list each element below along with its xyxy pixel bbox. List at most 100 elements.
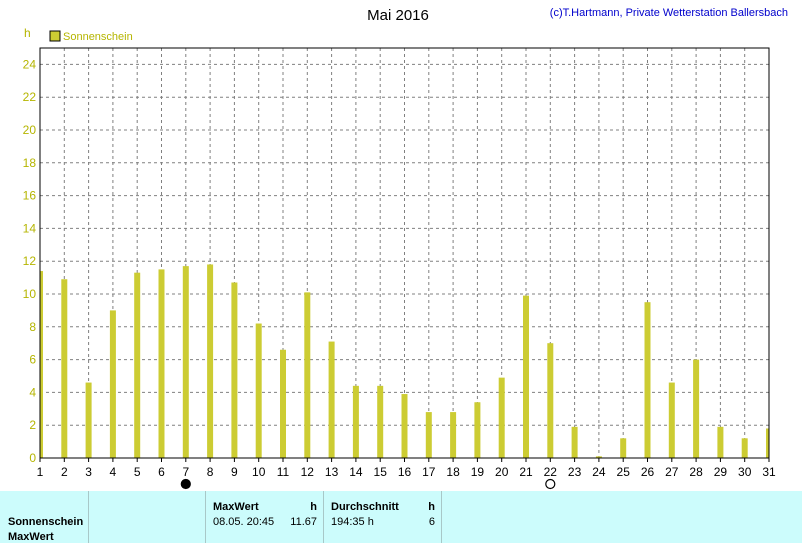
y-tick-label: 22 — [23, 90, 37, 104]
full-moon-icon — [545, 478, 556, 490]
x-tick-label: 22 — [544, 465, 558, 479]
y-tick-label: 14 — [23, 221, 37, 235]
bar-day-28 — [693, 359, 700, 458]
bar-day-26 — [644, 302, 651, 458]
total-hours: 194:35 h — [331, 516, 374, 528]
bar-day-15 — [377, 385, 384, 458]
x-tick-label: 11 — [277, 465, 290, 479]
x-tick-label: 24 — [592, 465, 606, 479]
x-tick-label: 26 — [641, 465, 655, 479]
row-label-sunshine: Sonnenschein — [8, 516, 84, 528]
row-label-maxwert: MaxWert — [8, 531, 54, 543]
x-tick-label: 23 — [568, 465, 582, 479]
bar-day-20 — [498, 377, 505, 458]
bar-day-25 — [620, 438, 627, 458]
bar-day-1 — [40, 271, 43, 458]
y-tick-label: 12 — [23, 254, 37, 268]
x-tick-label: 4 — [110, 465, 117, 479]
bar-day-16 — [401, 394, 408, 458]
x-tick-label: 8 — [207, 465, 214, 479]
x-tick-label: 31 — [762, 465, 776, 479]
average-unit: h — [428, 501, 435, 513]
max-header: MaxWert — [213, 501, 259, 513]
x-tick-label: 21 — [519, 465, 533, 479]
x-tick-label: 29 — [714, 465, 728, 479]
bar-day-18 — [450, 412, 457, 458]
summary-spacer-column — [89, 491, 206, 543]
summary-table: Sonnenschein MaxWert MaxWert h 08.05. 20… — [0, 491, 802, 543]
max-datetime: 08.05. 20:45 — [213, 516, 275, 528]
y-axis-unit: h — [24, 26, 31, 40]
bar-day-9 — [231, 282, 238, 458]
chart-title: Mai 2016 — [367, 7, 429, 24]
bars-group — [40, 264, 769, 458]
grid-lines — [40, 48, 769, 458]
bar-day-2 — [61, 279, 68, 458]
x-tick-label: 6 — [158, 465, 165, 479]
bar-day-3 — [85, 382, 92, 458]
bar-day-23 — [571, 426, 578, 458]
y-tick-label: 24 — [23, 57, 37, 71]
moon-phase-markers — [180, 478, 556, 490]
x-tick-label: 2 — [61, 465, 68, 479]
bar-day-17 — [425, 412, 432, 458]
summary-average-column: Durchschnitt h 194:35 h 6 — [324, 491, 442, 543]
sunshine-chart: Mai 2016 (c)T.Hartmann, Private Wetterst… — [23, 7, 788, 490]
copyright-text: (c)T.Hartmann, Private Wetterstation Bal… — [550, 7, 788, 19]
bar-day-27 — [668, 382, 675, 458]
bar-day-29 — [717, 426, 724, 458]
x-tick-label: 18 — [446, 465, 460, 479]
x-tick-label: 12 — [301, 465, 315, 479]
x-tick-label: 1 — [37, 465, 44, 479]
y-tick-label: 4 — [29, 385, 36, 399]
average-value: 6 — [428, 516, 435, 528]
y-tick-label: 18 — [23, 156, 37, 170]
x-tick-label: 19 — [471, 465, 485, 479]
average-header: Durchschnitt — [331, 501, 399, 513]
x-tick-label: 7 — [182, 465, 189, 479]
bar-day-6 — [158, 269, 165, 458]
x-tick-label: 20 — [495, 465, 509, 479]
x-tick-label: 17 — [422, 465, 436, 479]
y-tick-label: 20 — [23, 123, 37, 137]
y-tick-label: 6 — [29, 353, 36, 367]
new-moon-icon — [180, 478, 191, 490]
bar-day-8 — [207, 264, 214, 458]
summary-max-column: MaxWert h 08.05. 20:45 11.67 — [206, 491, 324, 543]
bar-day-30 — [741, 438, 748, 458]
bar-day-19 — [474, 402, 481, 458]
y-tick-label: 10 — [23, 287, 37, 301]
max-unit: h — [310, 501, 317, 513]
bar-day-4 — [109, 310, 116, 458]
x-tick-label: 5 — [134, 465, 141, 479]
max-value: 11.67 — [290, 516, 317, 528]
legend-label: Sonnenschein — [63, 31, 133, 43]
bar-day-11 — [280, 349, 286, 458]
y-tick-label: 2 — [29, 418, 36, 432]
x-tick-labels: 1 2 3 4 5 6 7 8 9 10 11 12 13 14 15 16 17 18 19 20 21 22 23 24 2… — [37, 458, 776, 479]
plot-frame — [39, 47, 770, 459]
x-tick-label: 16 — [398, 465, 412, 479]
x-tick-label: 10 — [252, 465, 266, 479]
x-tick-label: 3 — [85, 465, 92, 479]
bar-day-22 — [547, 343, 554, 458]
legend-swatch — [49, 30, 61, 42]
x-tick-label: 9 — [231, 465, 238, 479]
y-tick-label: 8 — [29, 320, 36, 334]
bar-day-10 — [255, 323, 262, 458]
x-tick-label: 14 — [349, 465, 363, 479]
x-tick-label: 15 — [374, 465, 388, 479]
bar-day-14 — [352, 385, 359, 458]
x-tick-label: 13 — [325, 465, 339, 479]
bar-day-13 — [328, 341, 335, 458]
bar-day-12 — [304, 292, 311, 458]
bar-day-21 — [523, 295, 529, 458]
x-tick-label: 27 — [665, 465, 679, 479]
bar-day-5 — [134, 272, 141, 458]
bar-day-31 — [766, 428, 769, 458]
x-tick-label: 30 — [738, 465, 752, 479]
x-tick-label: 25 — [617, 465, 631, 479]
x-tick-label: 28 — [689, 465, 703, 479]
bar-day-7 — [182, 266, 189, 458]
